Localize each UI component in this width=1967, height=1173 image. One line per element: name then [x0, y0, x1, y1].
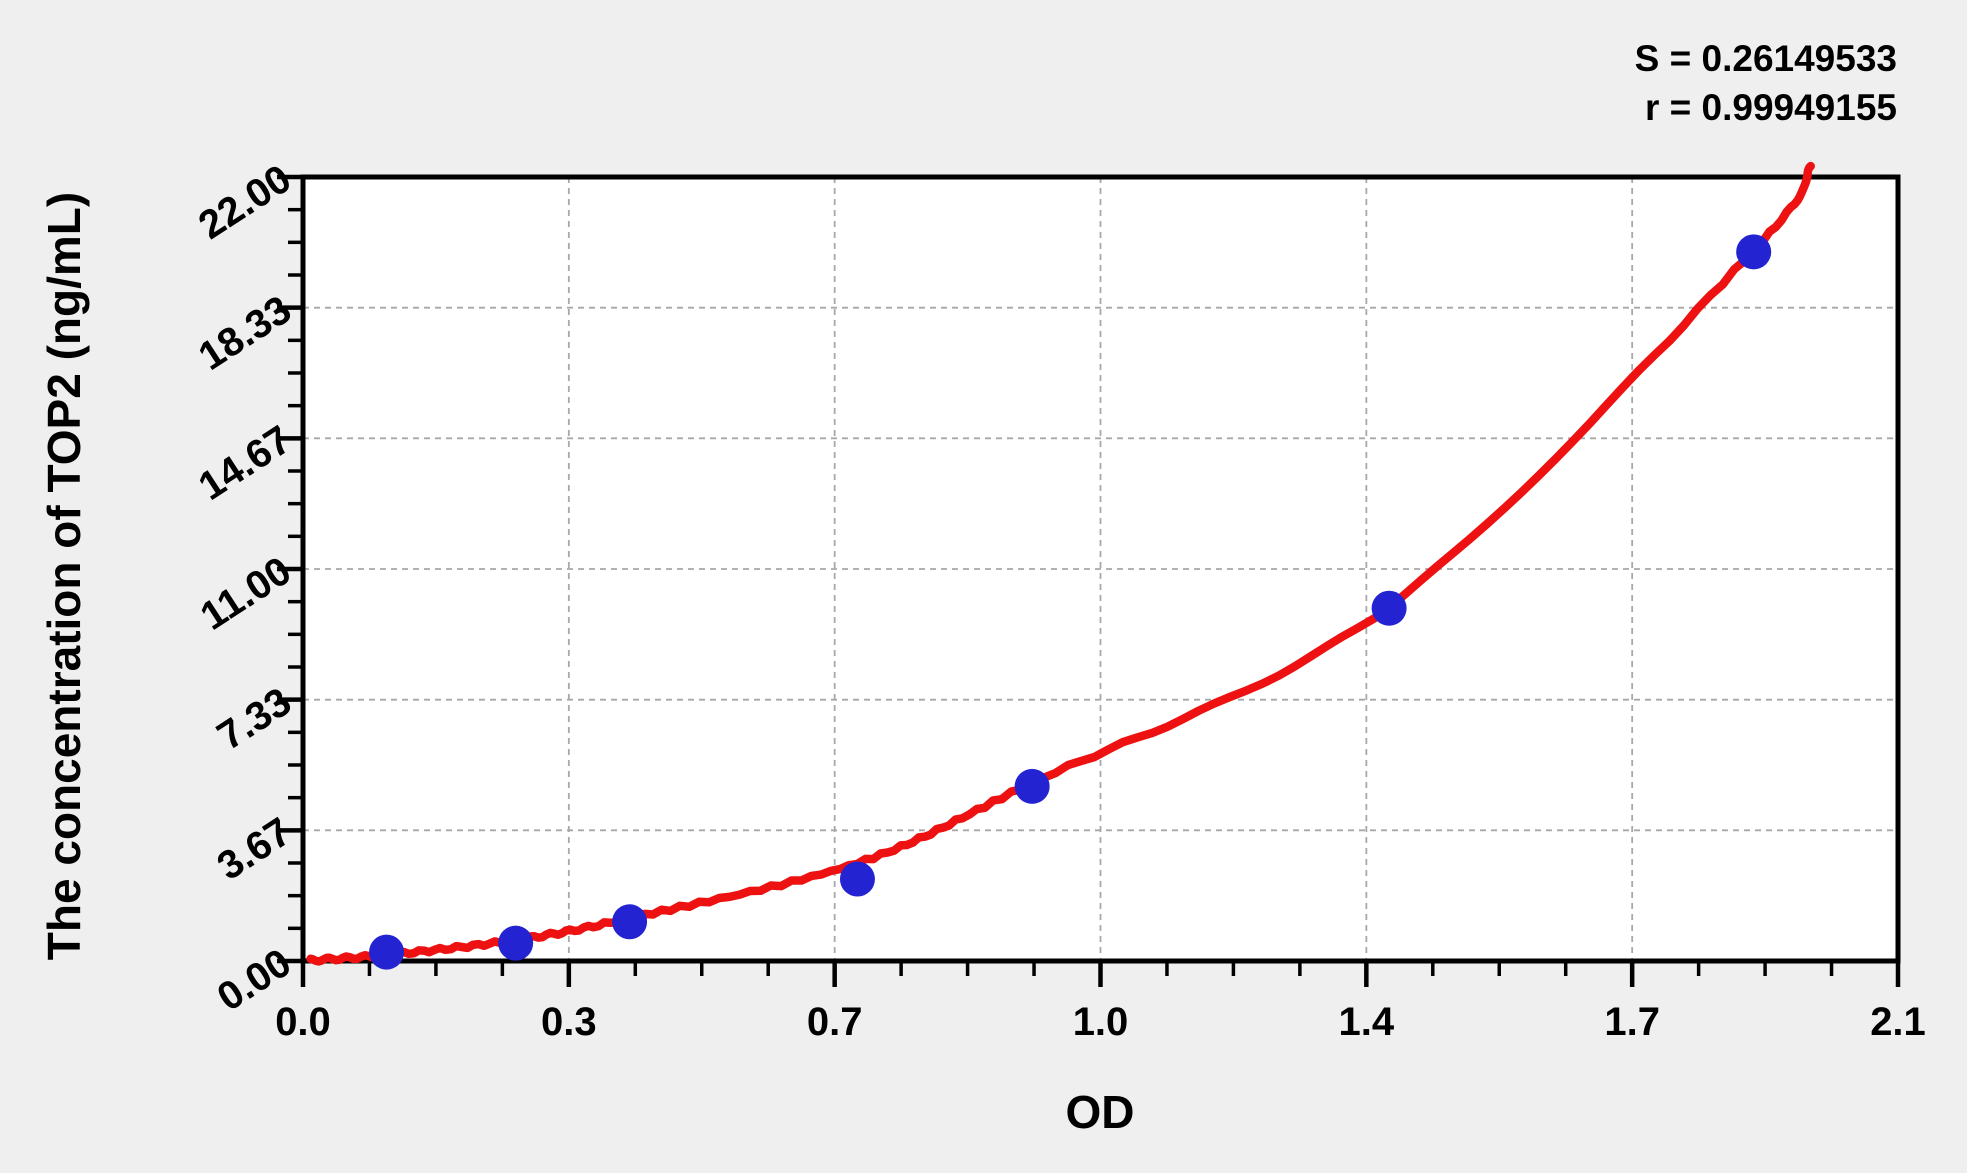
x-tick-label: 1.7: [1604, 1000, 1660, 1044]
fit-statistics: S = 0.26149533 r = 0.99949155: [1635, 34, 1897, 132]
x-axis-title: OD: [1065, 1086, 1135, 1138]
data-point: [612, 904, 648, 940]
fit-s-value: S = 0.26149533: [1634, 38, 1897, 79]
data-point: [369, 934, 405, 970]
x-tick-label: 0.0: [275, 1000, 331, 1044]
plot-frame: [300, 174, 1901, 964]
data-point: [1736, 234, 1772, 270]
x-tick-label: 1.4: [1338, 1000, 1395, 1044]
x-tick-label: 2.1: [1870, 1000, 1926, 1044]
x-tick-label: 0.3: [541, 1000, 597, 1044]
x-tick-label: 1.0: [1072, 1000, 1129, 1044]
x-tick-label: 0.7: [806, 1000, 863, 1044]
fit-r-value: r = 0.99949155: [1644, 87, 1897, 128]
data-point: [1014, 768, 1050, 804]
data-point: [1371, 590, 1407, 626]
data-point: [839, 861, 875, 897]
data-point: [498, 925, 534, 961]
